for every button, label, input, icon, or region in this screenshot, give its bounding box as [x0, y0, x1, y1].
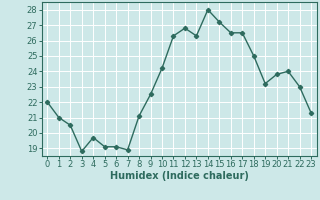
- X-axis label: Humidex (Indice chaleur): Humidex (Indice chaleur): [110, 171, 249, 181]
